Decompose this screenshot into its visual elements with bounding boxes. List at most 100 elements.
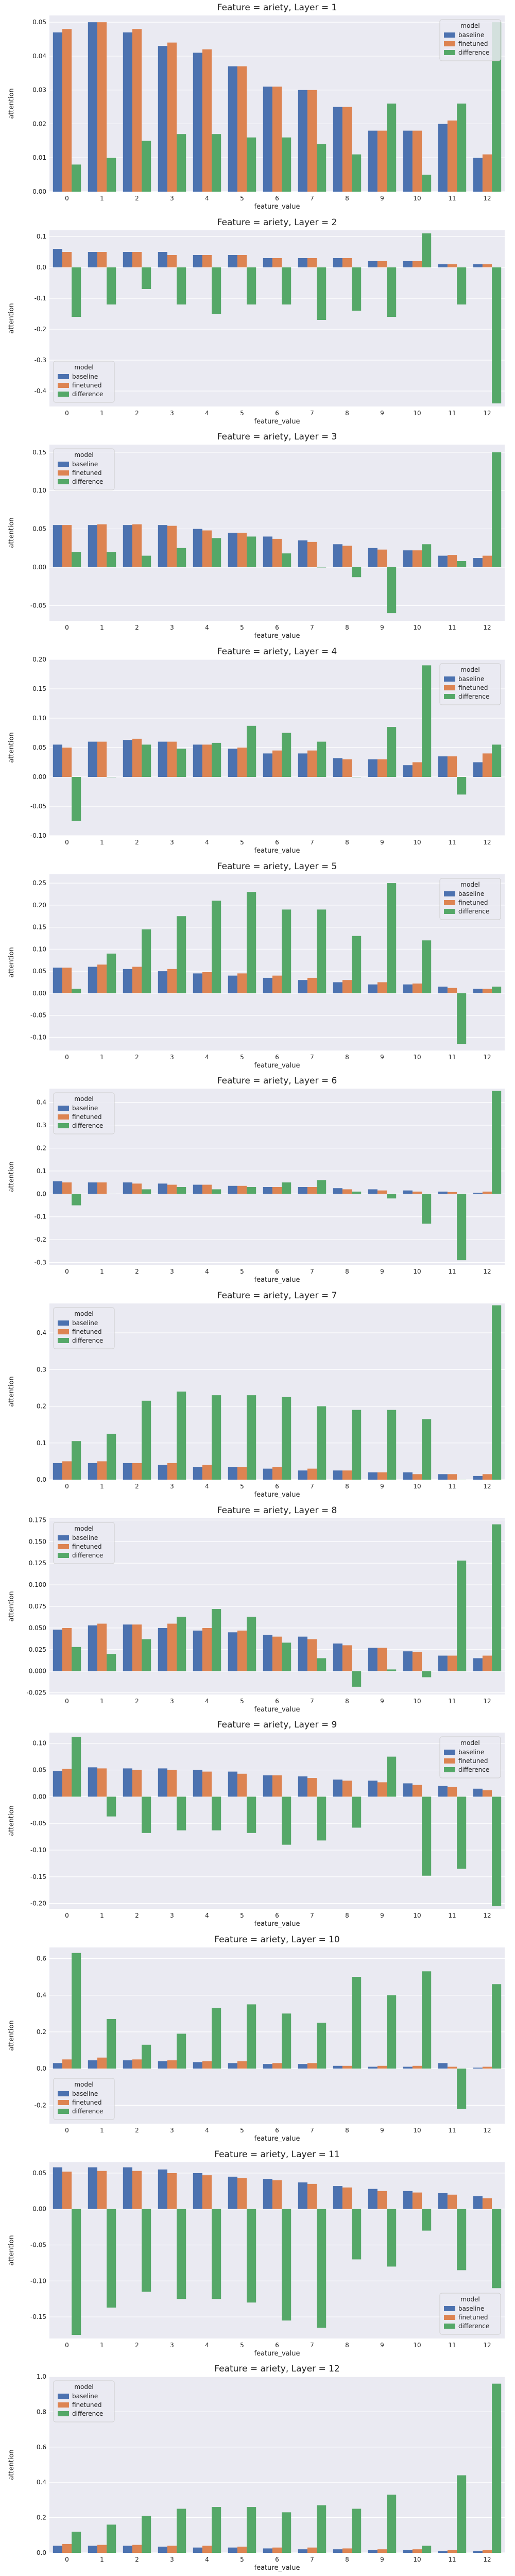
bar-finetuned-11 bbox=[447, 1192, 457, 1194]
bar-baseline-2 bbox=[123, 1768, 132, 1797]
bar-finetuned-7 bbox=[307, 2183, 317, 2209]
legend-title: model bbox=[460, 2296, 479, 2303]
x-tick-label: 6 bbox=[275, 410, 279, 417]
bar-baseline-3 bbox=[158, 1183, 167, 1194]
bar-baseline-9 bbox=[368, 1189, 377, 1194]
legend-swatch-difference bbox=[444, 50, 455, 55]
bar-baseline-12 bbox=[473, 1193, 483, 1194]
bar-finetuned-1 bbox=[97, 1461, 107, 1480]
x-tick-label: 1 bbox=[100, 1698, 104, 1705]
bar-finetuned-2 bbox=[132, 2059, 142, 2069]
bar-finetuned-7 bbox=[307, 750, 317, 777]
bar-baseline-6 bbox=[263, 2178, 272, 2209]
legend-entry-baseline: baseline bbox=[458, 31, 484, 39]
bar-baseline-2 bbox=[123, 1463, 132, 1480]
bar-difference-6 bbox=[282, 1397, 291, 1480]
legend-swatch-baseline bbox=[444, 2306, 455, 2311]
legend-entry-difference: difference bbox=[72, 2108, 103, 2115]
bar-baseline-0 bbox=[53, 744, 62, 777]
x-tick-label: 1 bbox=[100, 2556, 104, 2563]
y-axis-label: attention bbox=[8, 88, 15, 118]
y-tick-label: 0.2 bbox=[37, 1145, 46, 1152]
bar-finetuned-0 bbox=[62, 748, 72, 777]
bar-finetuned-5 bbox=[237, 533, 247, 568]
y-tick-label: 0.0 bbox=[37, 2065, 46, 2072]
bar-difference-9 bbox=[387, 1194, 397, 1199]
x-tick-label: 9 bbox=[380, 2556, 384, 2563]
bar-difference-8 bbox=[352, 154, 362, 192]
y-axis-label: attention bbox=[8, 1591, 15, 1621]
legend-swatch-difference bbox=[444, 908, 455, 914]
bar-finetuned-1 bbox=[97, 1623, 107, 1671]
y-tick-label: 0.4 bbox=[37, 1099, 46, 1106]
y-tick-label: -0.10 bbox=[30, 2277, 46, 2284]
x-tick-label: 6 bbox=[275, 624, 279, 631]
x-axis-label: feature_value bbox=[254, 632, 300, 640]
y-tick-label: 0.025 bbox=[29, 1646, 46, 1653]
bar-finetuned-10 bbox=[412, 1652, 422, 1671]
bar-difference-2 bbox=[142, 929, 151, 993]
bar-difference-3 bbox=[177, 1392, 186, 1480]
bar-baseline-12 bbox=[473, 558, 483, 568]
bar-difference-4 bbox=[212, 1608, 221, 1671]
legend-swatch-difference bbox=[58, 479, 69, 485]
legend-swatch-difference bbox=[58, 1338, 69, 1344]
bar-baseline-10 bbox=[403, 765, 413, 777]
bar-finetuned-1 bbox=[97, 741, 107, 777]
bar-baseline-9 bbox=[368, 2550, 377, 2553]
bar-baseline-5 bbox=[228, 2548, 237, 2553]
x-tick-label: 7 bbox=[310, 1054, 314, 1061]
bar-baseline-9 bbox=[368, 759, 377, 777]
legend-entry-baseline: baseline bbox=[72, 461, 98, 468]
x-tick-label: 2 bbox=[135, 839, 139, 846]
bar-baseline-9 bbox=[368, 2189, 377, 2209]
bar-difference-4 bbox=[212, 2507, 221, 2553]
chart-title: Feature = ariety, Layer = 12 bbox=[214, 2364, 340, 2374]
bar-baseline-1 bbox=[88, 2060, 97, 2069]
bar-difference-11 bbox=[457, 2069, 467, 2109]
bar-difference-4 bbox=[212, 134, 221, 192]
x-tick-label: 2 bbox=[135, 624, 139, 631]
y-tick-label: 0.0 bbox=[37, 264, 46, 271]
bar-baseline-0 bbox=[53, 32, 62, 192]
chart-title: Feature = ariety, Layer = 9 bbox=[217, 1720, 337, 1730]
x-tick-label: 10 bbox=[413, 195, 421, 202]
bar-finetuned-2 bbox=[132, 2171, 142, 2209]
bar-difference-5 bbox=[247, 536, 256, 568]
plot-area bbox=[49, 445, 505, 621]
y-tick-label: 0.00 bbox=[32, 564, 46, 571]
bar-finetuned-12 bbox=[482, 1790, 492, 1797]
bar-baseline-9 bbox=[368, 548, 377, 568]
bar-baseline-0 bbox=[53, 1463, 62, 1480]
bar-finetuned-12 bbox=[482, 753, 492, 777]
x-tick-label: 4 bbox=[205, 195, 209, 202]
y-axis-label: attention bbox=[8, 2235, 15, 2265]
bar-baseline-3 bbox=[158, 741, 167, 777]
x-tick-label: 1 bbox=[100, 1912, 104, 1919]
x-tick-label: 3 bbox=[170, 1268, 174, 1275]
bar-difference-5 bbox=[247, 2004, 256, 2069]
chart-10: Feature = ariety, Layer = 10 -0.2 0.0 0.2 0.… bbox=[8, 1935, 505, 2143]
bar-baseline-0 bbox=[53, 248, 62, 267]
bar-difference-8 bbox=[352, 1797, 362, 1828]
bar-difference-8 bbox=[352, 1977, 362, 2069]
y-tick-label: 0.01 bbox=[32, 154, 46, 161]
bar-difference-4 bbox=[212, 267, 221, 314]
x-tick-label: 10 bbox=[413, 839, 421, 846]
plot-area bbox=[49, 1089, 505, 1265]
bar-baseline-9 bbox=[368, 261, 377, 267]
legend-entry-baseline: baseline bbox=[458, 890, 484, 897]
legend-entry-finetuned: finetuned bbox=[72, 1328, 101, 1335]
bar-difference-4 bbox=[212, 2209, 221, 2299]
bar-difference-1 bbox=[107, 2209, 116, 2308]
chart-11: Feature = ariety, Layer = 11 -0.15 -0.10 -0… bbox=[8, 2149, 505, 2358]
bar-finetuned-8 bbox=[342, 258, 352, 267]
bar-finetuned-2 bbox=[132, 1183, 142, 1194]
bar-baseline-7 bbox=[298, 2549, 307, 2553]
bar-baseline-3 bbox=[158, 2547, 167, 2553]
bar-difference-9 bbox=[387, 2495, 397, 2553]
bar-difference-2 bbox=[142, 555, 151, 568]
